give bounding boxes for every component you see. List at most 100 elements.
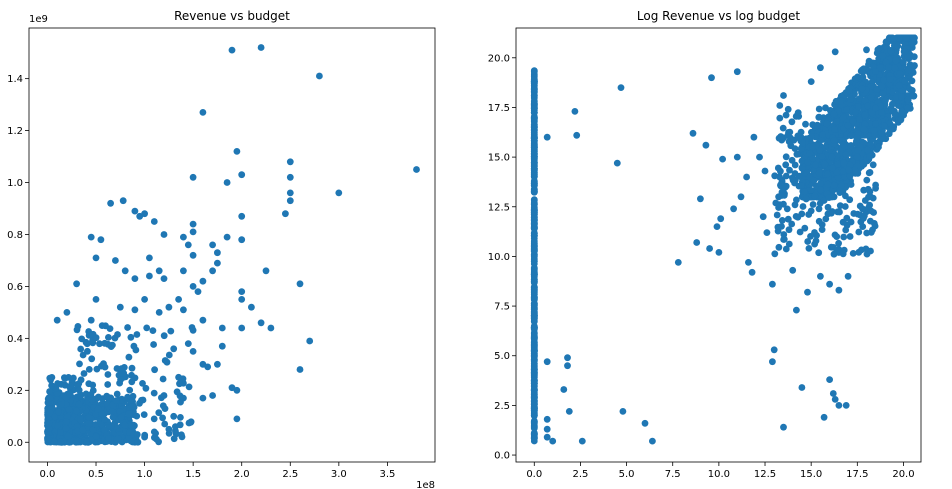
data-point — [878, 82, 886, 90]
data-point — [858, 66, 866, 74]
data-point — [845, 166, 853, 174]
data-point — [286, 173, 294, 181]
data-point — [165, 351, 173, 359]
data-point — [901, 77, 908, 85]
data-point — [879, 90, 887, 98]
data-point — [165, 303, 173, 311]
data-point — [892, 94, 900, 101]
data-point — [233, 386, 241, 394]
data-point — [844, 122, 852, 129]
data-point — [80, 370, 88, 377]
data-point — [770, 346, 778, 354]
data-point — [818, 226, 826, 234]
data-point — [793, 150, 801, 158]
data-point — [204, 363, 212, 371]
data-point — [880, 76, 888, 84]
data-point — [743, 173, 750, 181]
data-point — [823, 120, 831, 128]
data-point — [825, 194, 833, 202]
data-point — [267, 324, 275, 332]
data-point — [799, 139, 806, 147]
x-tick-label: 2.5 — [282, 469, 298, 480]
data-point — [824, 180, 832, 188]
data-point — [833, 233, 841, 241]
y-tick-label: 5.0 — [494, 351, 510, 362]
data-point — [853, 153, 861, 161]
data-point — [824, 170, 831, 178]
data-point — [189, 326, 197, 334]
y-tick-label: 7.5 — [494, 302, 510, 313]
data-point — [127, 333, 135, 341]
data-point — [854, 73, 861, 81]
data-point — [155, 267, 163, 275]
data-point — [62, 418, 70, 426]
data-point — [238, 296, 246, 303]
data-point — [854, 210, 862, 218]
y-tick-label: 0.8 — [7, 230, 23, 241]
x-tick-label: 7.5 — [665, 469, 681, 480]
data-point — [798, 384, 806, 391]
data-point — [530, 67, 538, 75]
data-point — [89, 339, 97, 347]
data-point — [180, 267, 187, 275]
data-point — [127, 422, 135, 429]
data-point — [170, 412, 178, 420]
data-point — [802, 120, 809, 128]
data-point — [875, 143, 882, 151]
data-point — [843, 214, 851, 222]
data-point — [910, 34, 918, 42]
data-point — [904, 66, 912, 74]
data-point — [904, 53, 911, 61]
data-point — [894, 102, 902, 109]
data-point — [817, 136, 825, 144]
data-point — [530, 424, 538, 432]
data-point — [844, 272, 852, 280]
data-point — [124, 324, 131, 331]
data-point — [543, 425, 551, 433]
data-point — [77, 416, 84, 424]
data-point — [160, 332, 168, 340]
data-point — [121, 267, 129, 275]
data-point — [815, 249, 823, 257]
data-point — [134, 438, 142, 446]
data-point — [530, 394, 538, 402]
data-point — [530, 208, 538, 216]
data-point — [840, 159, 848, 167]
data-point — [898, 108, 906, 116]
data-point — [898, 93, 905, 101]
data-point — [859, 73, 867, 81]
data-point — [613, 159, 621, 167]
data-point — [113, 390, 121, 398]
data-point — [745, 259, 752, 266]
data-point — [904, 96, 912, 103]
x-tick-label: 17.5 — [846, 469, 868, 480]
y-tick-label: 0.4 — [7, 334, 23, 345]
data-point — [836, 187, 844, 195]
data-point — [689, 129, 697, 137]
data-point — [860, 125, 868, 133]
data-point — [571, 108, 579, 115]
x-tick-label: 1.0 — [137, 469, 153, 480]
data-point — [774, 223, 782, 231]
data-point — [891, 64, 899, 72]
data-point — [809, 201, 817, 208]
data-point — [878, 129, 885, 137]
data-point — [543, 358, 551, 366]
data-point — [146, 272, 153, 280]
data-point — [223, 233, 231, 241]
data-point — [863, 176, 871, 184]
data-point — [118, 365, 125, 373]
data-point — [801, 188, 808, 196]
y-tick-label: 2.5 — [494, 401, 510, 412]
data-point — [902, 34, 910, 42]
data-point — [858, 85, 866, 93]
data-point — [160, 231, 168, 238]
data-point — [530, 287, 538, 294]
data-point — [780, 92, 787, 99]
data-point — [908, 87, 916, 94]
data-point — [719, 155, 726, 163]
data-point — [833, 118, 840, 126]
data-point — [112, 257, 119, 264]
data-point — [866, 153, 874, 161]
data-point — [199, 316, 207, 324]
